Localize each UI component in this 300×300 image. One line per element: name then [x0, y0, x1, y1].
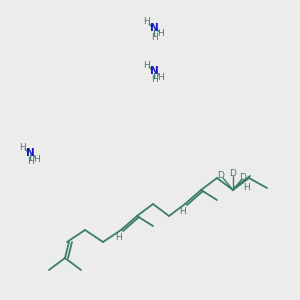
- Text: H: H: [151, 76, 158, 85]
- Text: N: N: [150, 66, 158, 76]
- Text: N: N: [150, 23, 158, 33]
- Text: H: H: [151, 32, 158, 41]
- Text: H: H: [27, 158, 33, 166]
- Text: H: H: [34, 154, 40, 164]
- Text: N: N: [26, 148, 34, 158]
- Text: H: H: [144, 17, 150, 26]
- Text: H: H: [144, 61, 150, 70]
- Text: H: H: [158, 29, 164, 38]
- Text: H: H: [20, 142, 26, 152]
- Text: D: D: [218, 172, 224, 181]
- Text: H: H: [244, 182, 250, 191]
- Text: H: H: [115, 233, 122, 242]
- Text: D: D: [240, 173, 246, 182]
- Text: H: H: [178, 208, 185, 217]
- Text: H: H: [158, 73, 164, 82]
- Text: D: D: [230, 169, 236, 178]
